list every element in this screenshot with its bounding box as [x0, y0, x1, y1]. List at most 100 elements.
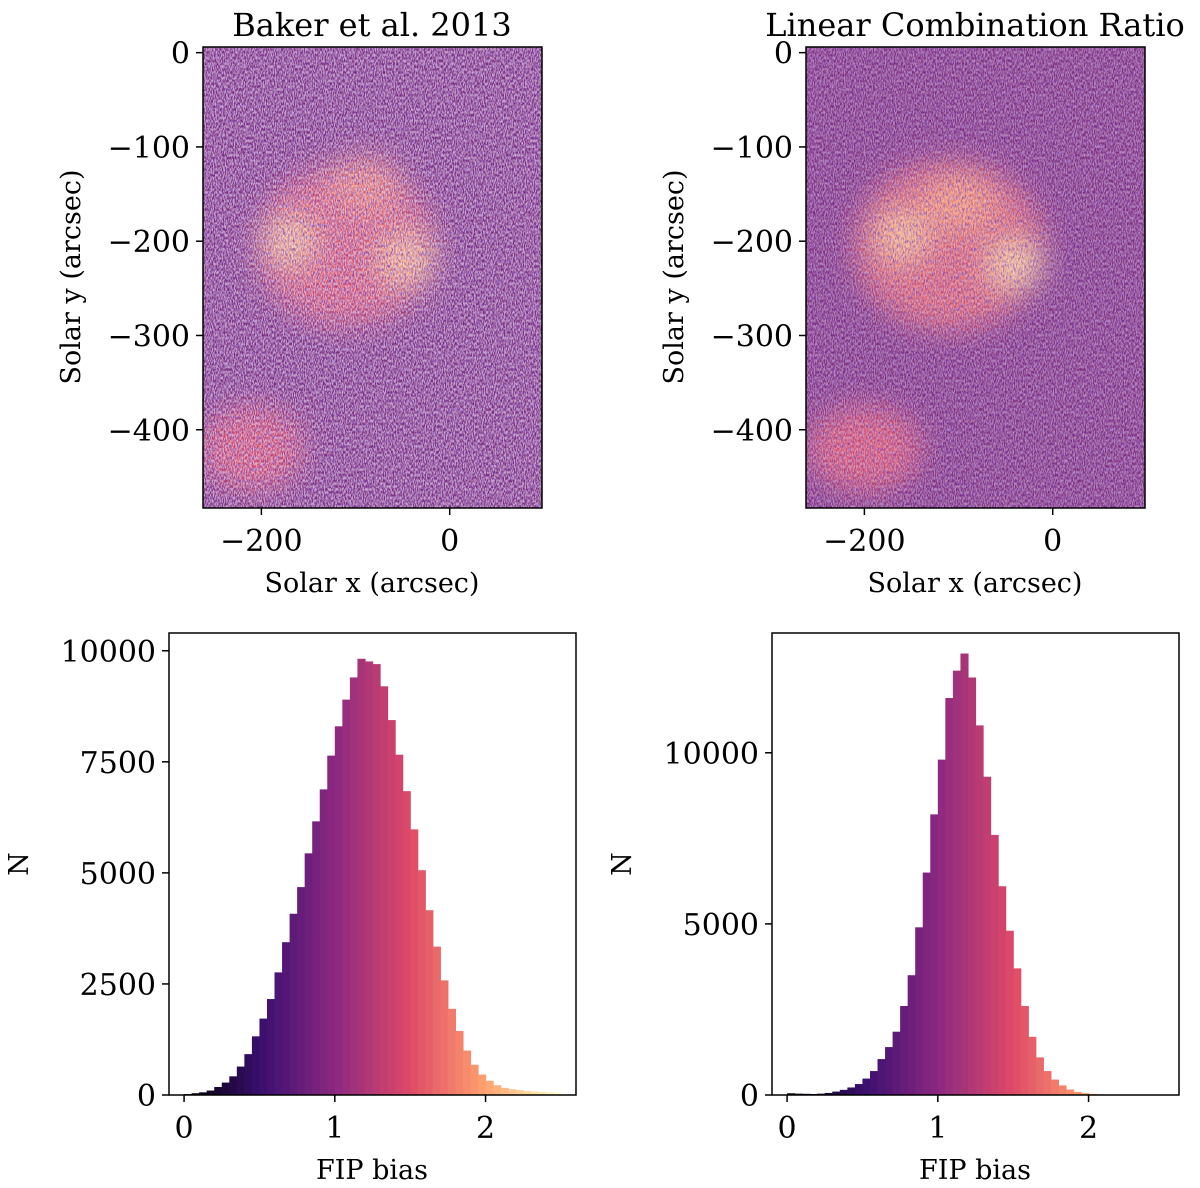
map-left-xlabel: Solar x (arcsec)	[265, 568, 480, 599]
map-left-image	[203, 47, 542, 508]
y-tick-label: −300	[711, 319, 793, 354]
histogram-bar	[425, 910, 434, 1095]
histogram-bar	[289, 913, 298, 1095]
y-tick-label: 0	[774, 37, 793, 72]
histogram-bar	[1073, 1091, 1082, 1095]
histogram-bar	[266, 999, 276, 1095]
x-tick-label: 1	[928, 1111, 947, 1146]
histogram-bar	[221, 1082, 230, 1095]
histogram-bar	[1065, 1089, 1075, 1095]
map-right-white-speckle	[806, 47, 1145, 508]
histogram-bar	[440, 980, 449, 1095]
histogram-bar	[869, 1071, 879, 1095]
panel-map-right: Linear Combination Ratio −200 00−100−200−…	[659, 6, 1185, 599]
histogram-bar	[342, 699, 351, 1095]
histogram-bar	[915, 927, 924, 1095]
x-tick-label: 0	[175, 1111, 194, 1146]
histogram-bar	[847, 1087, 856, 1095]
histogram-bar	[787, 1093, 796, 1095]
histogram-bar	[508, 1089, 517, 1095]
y-tick-label: 0	[171, 37, 190, 72]
histogram-bar	[214, 1087, 223, 1095]
histogram-bar	[832, 1091, 841, 1095]
y-tick-label: −300	[108, 319, 190, 354]
y-tick-label: −400	[711, 414, 793, 449]
histogram-bar	[259, 1018, 268, 1095]
histogram-bar	[372, 664, 381, 1095]
histogram-bar	[839, 1089, 848, 1095]
map-left-white-speckle	[203, 47, 542, 508]
y-tick-label: 5000	[683, 908, 759, 943]
x-tick-label: −200	[823, 524, 905, 559]
y-tick-label: 0	[137, 1079, 156, 1114]
histogram-bar	[470, 1064, 479, 1095]
histogram-bar	[1020, 1006, 1029, 1095]
histogram-bar	[251, 1036, 261, 1095]
histogram-bar	[967, 677, 977, 1095]
histogram-bar	[885, 1047, 894, 1095]
histogram-bar	[1043, 1071, 1052, 1095]
histogram-bar	[952, 670, 962, 1095]
histogram-bar	[334, 726, 343, 1095]
histogram-bar	[312, 821, 321, 1095]
histogram-bar	[892, 1031, 901, 1095]
map-left-frame	[202, 46, 543, 509]
x-tick-label: 0	[440, 524, 459, 559]
histogram-bar	[930, 814, 939, 1095]
hist-left-bars	[184, 658, 562, 1095]
y-tick-label: 10000	[61, 635, 156, 670]
hist-right-bars	[787, 653, 1165, 1095]
histogram-bar	[229, 1076, 238, 1095]
histogram-bar	[983, 776, 992, 1095]
histogram-bar	[395, 754, 404, 1095]
y-tick-label: −200	[108, 225, 190, 260]
x-tick-label: 2	[476, 1111, 495, 1146]
x-tick-label: 1	[325, 1111, 344, 1146]
histogram-bar	[410, 829, 419, 1095]
map-left-title: Baker et al. 2013	[232, 6, 511, 44]
histogram-bar	[462, 1050, 472, 1095]
histogram-bar	[523, 1091, 532, 1095]
histogram-bar	[1050, 1079, 1060, 1095]
histogram-bar	[998, 886, 1007, 1095]
histogram-bar	[327, 755, 336, 1095]
histogram-bar	[455, 1031, 464, 1095]
histogram-bar	[297, 887, 306, 1095]
y-tick-label: 5000	[80, 857, 156, 892]
hist-left-axes: 0 1 2 0 2500 5000 7500 10000	[61, 635, 496, 1146]
map-right-ylabel: Solar y (arcsec)	[659, 170, 690, 385]
y-tick-label: 7500	[80, 746, 156, 781]
histogram-bar	[1035, 1057, 1044, 1095]
hist-right-frame	[771, 632, 1180, 1096]
histogram-bar	[447, 1008, 457, 1095]
histogram-bar	[937, 759, 946, 1095]
histogram-bar	[1081, 1093, 1090, 1095]
hist-right-axes: 0 1 2 0 5000 10000	[664, 737, 1099, 1146]
histogram-bar	[319, 789, 328, 1095]
histogram-bar	[364, 661, 374, 1095]
histogram-bar	[854, 1084, 864, 1095]
panel-hist-left: 0 1 2 0 2500 5000 7500 10000 FIP bias N	[4, 632, 577, 1186]
panel-hist-right: 0 1 2 0 5000 10000 FIP bias N	[607, 632, 1180, 1186]
histogram-bar	[530, 1091, 539, 1095]
x-tick-label: 0	[778, 1111, 797, 1146]
histogram-bar	[907, 975, 916, 1095]
map-right-title: Linear Combination Ratio	[765, 6, 1184, 44]
histogram-bar	[1013, 968, 1022, 1095]
hist-right-xlabel: FIP bias	[919, 1155, 1031, 1186]
histogram-bar	[945, 698, 954, 1095]
hist-right-ylabel: N	[607, 852, 638, 876]
histogram-bar	[244, 1054, 253, 1095]
histogram-bar	[553, 1092, 562, 1095]
histogram-bar	[349, 677, 359, 1095]
histogram-bar	[922, 872, 931, 1095]
map-right-xlabel: Solar x (arcsec)	[868, 568, 1083, 599]
hist-left-frame	[168, 632, 577, 1096]
histogram-bar	[304, 853, 313, 1095]
histogram-bar	[1028, 1036, 1037, 1095]
histogram-bar	[478, 1074, 487, 1095]
panel-map-left: Baker et al. 2013 −200 0 0 −100 −200 −300 −400…	[56, 6, 543, 599]
map-right-frame	[805, 46, 1146, 509]
y-tick-label: −100	[711, 131, 793, 166]
